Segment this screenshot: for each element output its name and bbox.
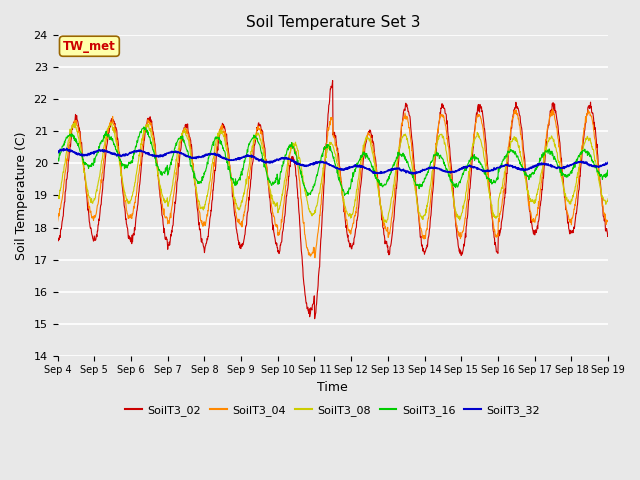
SoilT3_04: [604, 218, 612, 224]
SoilT3_32: [177, 150, 184, 156]
SoilT3_04: [419, 233, 426, 239]
SoilT3_04: [491, 227, 499, 232]
Line: SoilT3_04: SoilT3_04: [58, 109, 608, 258]
SoilT3_04: [549, 107, 557, 112]
SoilT3_02: [163, 237, 170, 242]
SoilT3_02: [419, 248, 427, 254]
SoilT3_32: [604, 159, 612, 165]
Line: SoilT3_32: SoilT3_32: [58, 148, 608, 174]
SoilT3_02: [237, 242, 245, 248]
SoilT3_16: [540, 151, 547, 156]
SoilT3_04: [163, 215, 170, 220]
Line: SoilT3_08: SoilT3_08: [58, 123, 608, 222]
SoilT3_04: [237, 218, 245, 224]
SoilT3_16: [140, 124, 147, 130]
SoilT3_04: [54, 219, 61, 225]
SoilT3_32: [540, 161, 547, 167]
SoilT3_32: [54, 148, 61, 154]
SoilT3_08: [383, 219, 390, 225]
Line: SoilT3_02: SoilT3_02: [58, 81, 608, 319]
SoilT3_02: [604, 233, 612, 239]
Legend: SoilT3_02, SoilT3_04, SoilT3_08, SoilT3_16, SoilT3_32: SoilT3_02, SoilT3_04, SoilT3_08, SoilT3_…: [121, 401, 545, 420]
SoilT3_08: [54, 194, 61, 200]
Y-axis label: Soil Temperature (C): Soil Temperature (C): [15, 131, 28, 260]
SoilT3_16: [419, 179, 427, 185]
SoilT3_16: [491, 180, 499, 185]
SoilT3_16: [177, 136, 184, 142]
Line: SoilT3_16: SoilT3_16: [58, 127, 608, 195]
Title: Soil Temperature Set 3: Soil Temperature Set 3: [246, 15, 420, 30]
X-axis label: Time: Time: [317, 381, 348, 394]
SoilT3_16: [238, 172, 246, 178]
SoilT3_02: [311, 316, 319, 322]
SoilT3_16: [604, 169, 612, 175]
SoilT3_08: [177, 137, 184, 143]
SoilT3_02: [176, 151, 184, 156]
SoilT3_08: [540, 159, 547, 165]
SoilT3_02: [540, 175, 547, 181]
SoilT3_08: [70, 120, 78, 126]
SoilT3_04: [540, 164, 547, 170]
SoilT3_04: [176, 141, 184, 146]
SoilT3_08: [491, 215, 499, 220]
SoilT3_08: [238, 198, 246, 204]
SoilT3_08: [604, 196, 612, 202]
SoilT3_16: [163, 166, 171, 171]
SoilT3_04: [311, 255, 319, 261]
SoilT3_32: [238, 155, 246, 161]
SoilT3_02: [329, 78, 337, 84]
Text: TW_met: TW_met: [63, 40, 116, 53]
SoilT3_02: [54, 234, 61, 240]
SoilT3_32: [491, 167, 499, 172]
SoilT3_32: [410, 171, 417, 177]
SoilT3_32: [163, 150, 171, 156]
SoilT3_32: [419, 167, 427, 173]
SoilT3_16: [54, 158, 61, 164]
SoilT3_08: [419, 216, 427, 222]
SoilT3_16: [340, 192, 348, 198]
SoilT3_02: [491, 242, 499, 248]
SoilT3_32: [63, 145, 70, 151]
SoilT3_08: [163, 197, 171, 203]
